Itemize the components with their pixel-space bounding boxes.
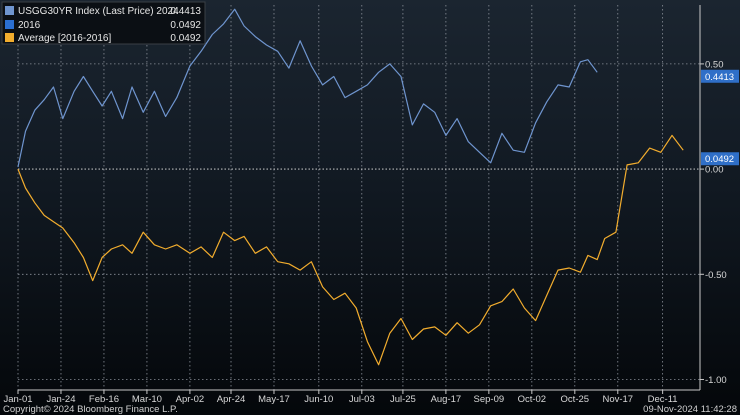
y-tick-label: -0.50 [705, 270, 727, 281]
last-value-badges: 0.4413 0.0492 [701, 69, 739, 166]
legend-value-2016: 0.0492 [170, 20, 201, 31]
x-tick-label: Jul-03 [349, 394, 375, 405]
x-tick-label: Feb-16 [89, 394, 119, 405]
x-axis: Jan-01 Jan-24 Feb-16 Mar-10 Apr-02 Apr-24 May-… [3, 389, 700, 405]
x-tick-label: Jun-10 [304, 394, 333, 405]
y-tick-label: 0.00 [705, 165, 724, 176]
legend-box [1, 1, 206, 45]
y-tick-label: 0.50 [705, 59, 724, 70]
last-value-badge [701, 69, 739, 83]
x-tick-label: Aug-17 [431, 394, 462, 405]
timestamp-text: 09-Nov-2024 11:42:28 [643, 404, 737, 415]
legend-swatch-average [5, 33, 14, 42]
last-value-label: 0.4413 [705, 72, 734, 83]
legend-value-2024: 0.4413 [170, 6, 201, 17]
gridlines [17, 5, 700, 390]
x-tick-label: Oct-02 [518, 394, 547, 405]
series-2024-line [17, 8, 598, 168]
x-tick-label: Apr-24 [217, 394, 246, 405]
x-tick-label: Dec-11 [648, 394, 678, 405]
legend-label-2024: USGG30YR Index (Last Price) 2024 [18, 6, 179, 17]
legend-value-average: 0.0492 [170, 33, 201, 44]
y-tick-label: -1.00 [705, 375, 727, 386]
x-tick-label: Mar-10 [132, 394, 162, 405]
legend-label-2016: 2016 [18, 20, 41, 31]
legend: USGG30YR Index (Last Price) 2024 0.4413 … [1, 1, 206, 45]
copyright-text: Copyright© 2024 Bloomberg Finance L.P. [3, 404, 178, 415]
x-tick-label: Jan-24 [46, 394, 75, 405]
series-lines [17, 8, 684, 366]
x-tick-label: Oct-25 [561, 394, 590, 405]
y-axis: 0.50 0.00 -0.50 -1.00 [699, 5, 727, 390]
last-value-badge [701, 152, 739, 166]
legend-swatch-2016 [5, 20, 14, 29]
x-tick-label: Sep-09 [474, 394, 505, 405]
last-value-label: 0.0492 [705, 154, 734, 165]
x-tick-label: Nov-17 [602, 394, 633, 405]
x-tick-label: Jan-01 [3, 394, 32, 405]
x-tick-label: Jul-25 [390, 394, 416, 405]
x-tick-label: May-17 [258, 394, 290, 405]
legend-swatch-2024 [5, 6, 14, 15]
x-tick-label: Apr-02 [176, 394, 205, 405]
legend-label-average: Average [2016-2016] [18, 33, 111, 44]
series-average-line [17, 134, 684, 366]
